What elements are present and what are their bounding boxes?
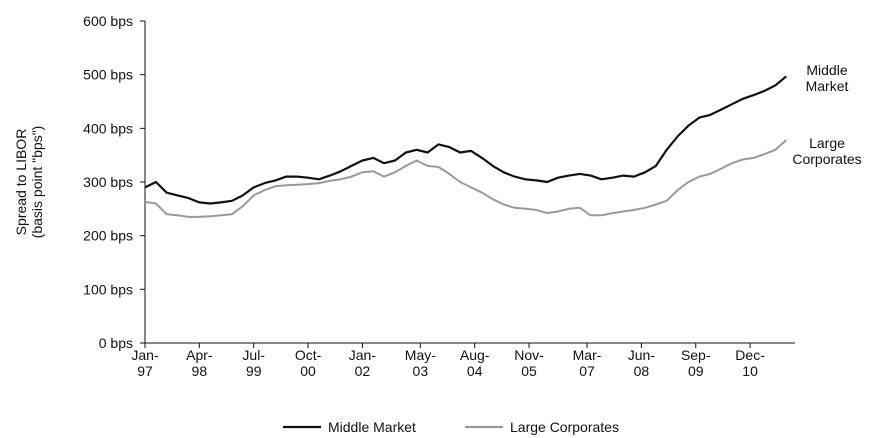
x-tick-label: Aug-04 (460, 347, 490, 379)
legend-label: Large Corporates (510, 419, 619, 435)
x-tick-label: Oct-00 (295, 347, 322, 379)
x-tick-label: Jan-02 (349, 347, 377, 379)
x-tick-label: Jun-08 (628, 347, 656, 379)
x-tick-label: Dec-10 (735, 347, 765, 379)
y-tick-label: 300 bps (83, 174, 133, 190)
y-tick-label: 500 bps (83, 67, 133, 83)
series-annotation: Large Corporates (792, 135, 861, 167)
line-series (144, 75, 788, 205)
y-tick-label: 0 bps (99, 335, 133, 351)
y-tick-label: 200 bps (83, 228, 133, 244)
x-tick-label: May-03 (405, 347, 436, 379)
x-tick-label: Jul-99 (242, 347, 265, 379)
x-tick-label: Apr-98 (186, 347, 213, 379)
y-axis-label: Spread to LIBOR(basis point "bps") (13, 126, 45, 239)
x-tick-label: Mar-07 (573, 347, 602, 379)
x-tick-label: Nov-05 (514, 347, 544, 379)
legend-label: Middle Market (328, 419, 416, 435)
series-annotation: Middle Market (806, 62, 849, 94)
y-tick-label: 600 bps (83, 13, 133, 29)
x-tick-label: Jan-97 (131, 347, 159, 379)
x-tick-label: Sep-09 (681, 347, 711, 379)
y-tick-label: 100 bps (83, 281, 133, 297)
line-series (144, 139, 787, 218)
y-tick-label: 400 bps (83, 120, 133, 136)
